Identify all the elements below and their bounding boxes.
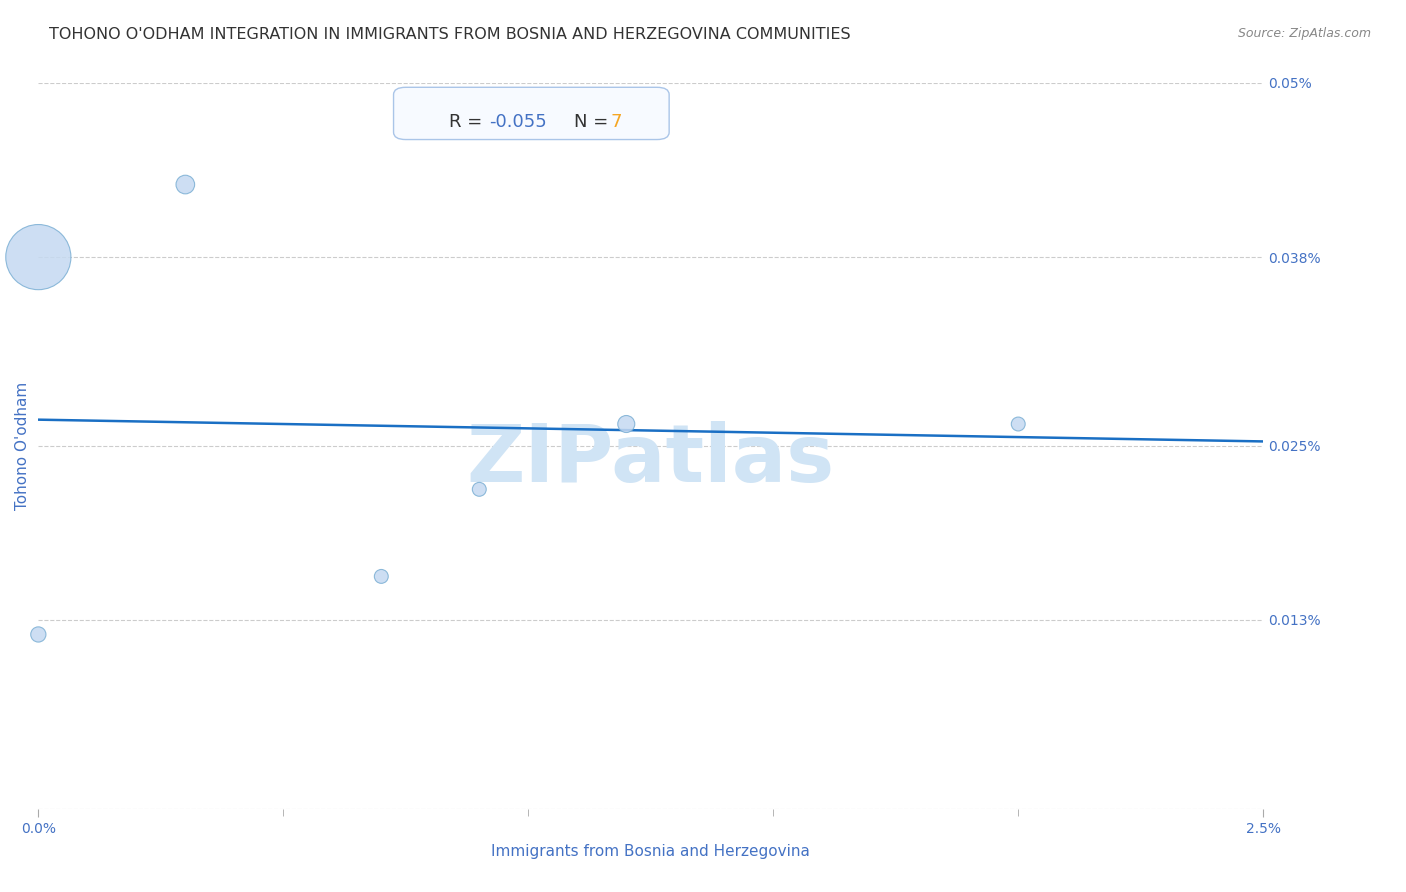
Text: ZIPatlas: ZIPatlas xyxy=(467,421,835,500)
Text: Source: ZipAtlas.com: Source: ZipAtlas.com xyxy=(1237,27,1371,40)
Point xyxy=(27,250,49,264)
Point xyxy=(1007,417,1029,431)
Point xyxy=(614,417,637,431)
FancyBboxPatch shape xyxy=(394,87,669,139)
Text: N =: N = xyxy=(574,113,613,131)
Y-axis label: Tohono O'odham: Tohono O'odham xyxy=(15,382,30,510)
Text: R =: R = xyxy=(449,113,488,131)
Point xyxy=(27,627,49,641)
Text: 7: 7 xyxy=(610,113,621,131)
Point xyxy=(468,483,491,497)
X-axis label: Immigrants from Bosnia and Herzegovina: Immigrants from Bosnia and Herzegovina xyxy=(491,844,810,859)
Point xyxy=(174,178,197,192)
Point xyxy=(370,569,392,583)
Text: TOHONO O'ODHAM INTEGRATION IN IMMIGRANTS FROM BOSNIA AND HERZEGOVINA COMMUNITIES: TOHONO O'ODHAM INTEGRATION IN IMMIGRANTS… xyxy=(49,27,851,42)
Text: -0.055: -0.055 xyxy=(489,113,547,131)
